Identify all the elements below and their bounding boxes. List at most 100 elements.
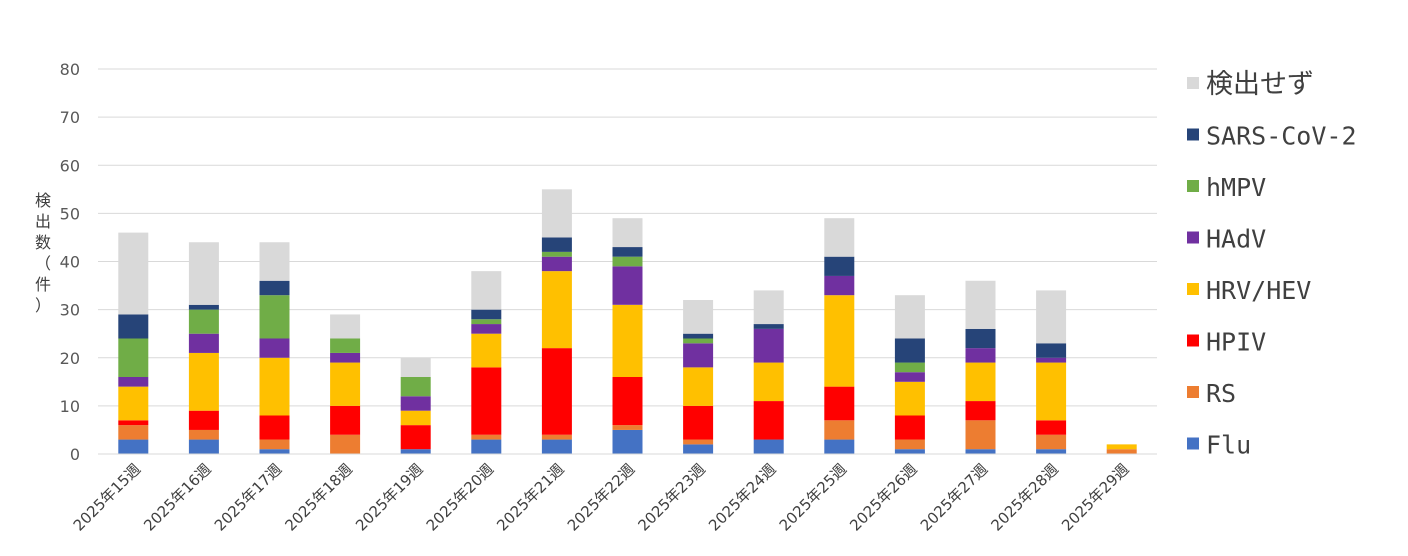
x-tick-label: 2025年22週: [564, 460, 638, 534]
bar-segment-hpiv: [753, 401, 784, 440]
bar-segment-hrv-hev: [753, 362, 784, 402]
bar-segment-sars-cov-2: [894, 338, 925, 363]
bar-segment-hrv-hev: [824, 295, 855, 387]
bar-segment-hadv: [118, 377, 149, 387]
legend-label: HPIV: [1206, 328, 1266, 357]
bar-segment-hrv-hev: [683, 367, 714, 406]
y-tick-label: 30: [60, 301, 80, 320]
x-tick-label: 2025年27週: [917, 460, 991, 534]
y-axis-label-char: 出: [35, 212, 51, 231]
y-tick-label: 0: [70, 445, 80, 464]
bar-segment-hmpv: [259, 295, 290, 339]
bar-segment-: [541, 189, 572, 238]
bar-segment-rs: [1106, 449, 1137, 454]
bars: [118, 189, 1137, 454]
bar-segment-sars-cov-2: [753, 324, 784, 329]
bar-segment-hpiv: [541, 348, 572, 435]
bar-segment-sars-cov-2: [683, 333, 714, 339]
bar-segment-hrv-hev: [330, 362, 361, 406]
bar-segment-flu: [965, 449, 996, 454]
y-tick-label: 70: [60, 108, 80, 127]
x-axis-ticks: 2025年15週2025年16週2025年17週2025年18週2025年19週…: [70, 460, 1133, 534]
bar-segment-hmpv: [683, 338, 714, 344]
bar-segment-flu: [894, 449, 925, 454]
x-tick-label: 2025年24週: [705, 460, 779, 534]
x-tick-label: 2025年20週: [423, 460, 497, 534]
bar-segment-hpiv: [612, 377, 643, 426]
bar-segment-: [188, 242, 219, 305]
bar-segment-sars-cov-2: [824, 256, 855, 276]
y-tick-label: 10: [60, 397, 80, 416]
bar-segment-hadv: [1036, 357, 1067, 363]
x-tick-label: 2025年19週: [352, 460, 426, 534]
bar-segment-: [612, 218, 643, 248]
bar-segment-rs: [824, 420, 855, 440]
legend-label: HAdV: [1206, 225, 1266, 254]
bar-segment-hmpv: [118, 338, 149, 377]
bar-segment-hadv: [471, 324, 502, 334]
bar-segment-flu: [683, 444, 714, 454]
bar-segment-rs: [330, 434, 361, 454]
bar-segment-hmpv: [612, 256, 643, 267]
bar-segment-: [400, 357, 431, 377]
bar-segment-rs: [894, 439, 925, 450]
x-tick-label: 2025年25週: [776, 460, 850, 534]
y-tick-label: 50: [60, 204, 80, 223]
legend-label: RS: [1206, 379, 1236, 408]
bar-segment-flu: [118, 439, 149, 454]
bar-segment-rs: [683, 439, 714, 445]
bar-segment-hrv-hev: [1036, 362, 1067, 421]
bar-segment-hadv: [824, 275, 855, 296]
bar-segment-flu: [824, 439, 855, 454]
x-tick-label: 2025年15週: [70, 460, 144, 534]
bar-segment-rs: [612, 425, 643, 430]
legend-swatch: [1187, 283, 1199, 295]
bar-segment-hpiv: [683, 405, 714, 440]
bar-segment-sars-cov-2: [1036, 343, 1067, 358]
bar-segment-hmpv: [400, 377, 431, 397]
x-tick-label: 2025年17週: [211, 460, 285, 534]
legend-label: hMPV: [1206, 173, 1266, 202]
bar-segment-sars-cov-2: [541, 237, 572, 252]
bar-segment-sars-cov-2: [471, 309, 502, 320]
legend-swatch: [1187, 231, 1199, 244]
x-tick-label: 2025年29週: [1058, 460, 1132, 534]
bar-segment-hpiv: [471, 367, 502, 435]
bar-segment-: [330, 314, 361, 339]
bar-segment-hrv-hev: [1106, 444, 1137, 450]
bar-segment-: [259, 242, 290, 281]
bar-segment-hadv: [188, 333, 219, 353]
legend-label: 検出せず: [1206, 69, 1314, 100]
y-tick-label: 40: [60, 253, 80, 272]
bar-segment-hadv: [612, 266, 643, 305]
x-tick-label: 2025年16週: [140, 460, 214, 534]
bar-segment-hadv: [683, 343, 714, 368]
bar-segment-hmpv: [894, 362, 925, 373]
y-axis-label-char: 件: [35, 275, 51, 294]
bar-segment-hrv-hev: [471, 333, 502, 368]
bar-segment-hmpv: [188, 309, 219, 334]
legend-swatch: [1187, 437, 1199, 450]
bar-segment-flu: [612, 429, 643, 454]
bar-segment-hadv: [541, 256, 572, 272]
bar-segment-sars-cov-2: [259, 280, 290, 296]
bar-segment-sars-cov-2: [118, 314, 149, 339]
y-axis-label: 検出数 （ 件 ）: [35, 191, 51, 315]
bar-segment-flu: [471, 439, 502, 454]
bar-segment-hrv-hev: [612, 304, 643, 377]
bar-segment-hpiv: [259, 415, 290, 440]
y-axis-label-char: （: [35, 254, 51, 273]
legend-swatch: [1187, 180, 1199, 192]
bar-segment-hrv-hev: [118, 386, 149, 421]
bar-segment-hmpv: [471, 319, 502, 325]
bar-segment-flu: [188, 439, 219, 454]
y-axis-label-char: 数: [35, 233, 51, 252]
x-tick-label: 2025年23週: [634, 460, 708, 534]
bar-segment-flu: [259, 449, 290, 454]
legend-label: SARS-CoV-2: [1206, 122, 1357, 151]
bar-segment-hadv: [330, 352, 361, 363]
bar-segment-flu: [1036, 449, 1067, 454]
bar-segment-sars-cov-2: [612, 247, 643, 257]
bar-segment-hrv-hev: [259, 357, 290, 416]
